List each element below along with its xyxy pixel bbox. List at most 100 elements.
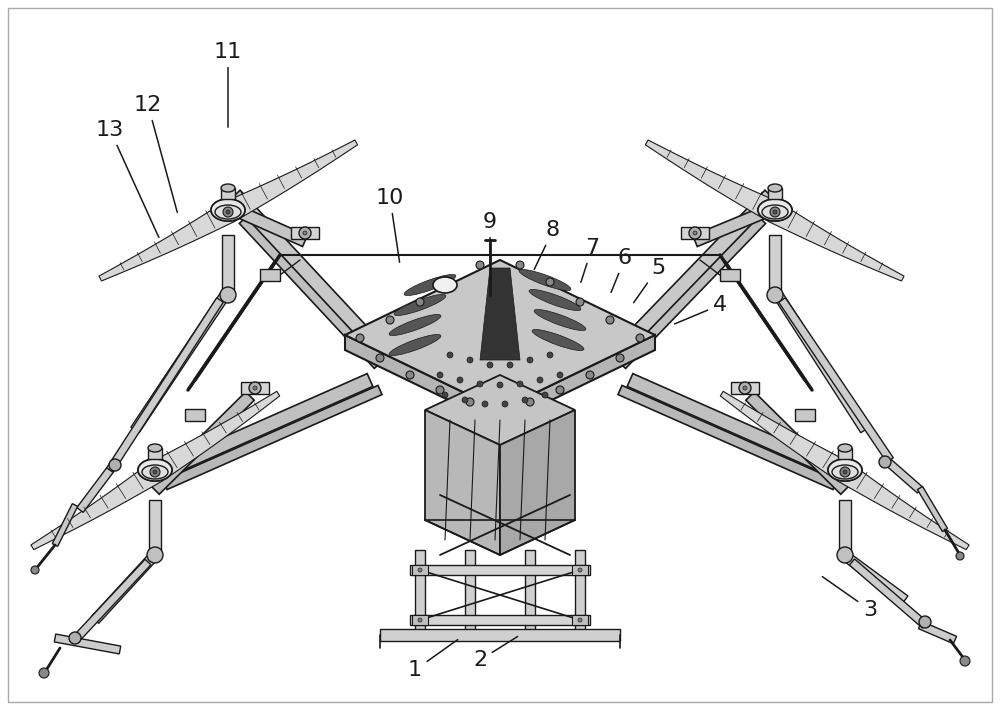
Circle shape (919, 616, 931, 628)
Text: 1: 1 (408, 640, 458, 680)
Circle shape (497, 382, 503, 388)
Circle shape (502, 401, 508, 407)
Ellipse shape (519, 270, 571, 290)
Circle shape (879, 456, 891, 468)
Circle shape (557, 372, 563, 378)
Circle shape (586, 371, 594, 379)
Circle shape (153, 470, 157, 474)
Circle shape (249, 382, 261, 394)
Ellipse shape (138, 459, 172, 481)
Polygon shape (260, 269, 280, 281)
Text: 13: 13 (96, 120, 159, 237)
Circle shape (507, 362, 513, 368)
Circle shape (447, 352, 453, 358)
Text: 11: 11 (214, 42, 242, 127)
Polygon shape (230, 190, 375, 345)
Circle shape (837, 547, 853, 563)
Circle shape (356, 334, 364, 342)
Circle shape (743, 386, 747, 390)
Text: 8: 8 (534, 220, 560, 270)
Polygon shape (720, 391, 850, 481)
Polygon shape (380, 629, 620, 641)
Polygon shape (31, 462, 162, 550)
Text: 3: 3 (822, 577, 877, 620)
Circle shape (418, 568, 422, 572)
Text: 10: 10 (376, 188, 404, 262)
Polygon shape (795, 409, 815, 421)
Polygon shape (221, 188, 235, 199)
Ellipse shape (215, 205, 241, 219)
Polygon shape (233, 204, 307, 246)
Polygon shape (627, 373, 848, 481)
Text: 6: 6 (611, 248, 632, 293)
Polygon shape (465, 550, 475, 630)
Polygon shape (918, 621, 957, 644)
Polygon shape (731, 382, 759, 394)
Circle shape (840, 467, 850, 477)
Ellipse shape (828, 459, 862, 481)
Polygon shape (917, 486, 948, 532)
Circle shape (386, 316, 394, 324)
Circle shape (406, 371, 414, 379)
Circle shape (576, 298, 584, 306)
Polygon shape (222, 235, 234, 295)
Circle shape (482, 401, 488, 407)
Polygon shape (779, 297, 893, 462)
Polygon shape (885, 459, 923, 493)
Polygon shape (150, 391, 280, 481)
Polygon shape (72, 559, 151, 643)
Text: 2: 2 (473, 636, 518, 670)
Circle shape (437, 372, 443, 378)
Ellipse shape (404, 275, 456, 295)
Circle shape (147, 547, 163, 563)
Ellipse shape (838, 444, 852, 452)
Polygon shape (410, 565, 590, 575)
Text: 4: 4 (675, 295, 727, 324)
Circle shape (689, 227, 701, 239)
Circle shape (436, 386, 444, 394)
Circle shape (547, 352, 553, 358)
Circle shape (956, 552, 964, 560)
Circle shape (578, 568, 582, 572)
Circle shape (522, 397, 528, 403)
Circle shape (616, 354, 624, 362)
Circle shape (303, 231, 307, 235)
Polygon shape (291, 227, 319, 239)
Circle shape (516, 261, 524, 269)
Circle shape (526, 398, 534, 406)
Polygon shape (77, 468, 113, 513)
Circle shape (446, 278, 454, 286)
Ellipse shape (211, 199, 245, 221)
Polygon shape (345, 335, 655, 425)
Ellipse shape (529, 290, 581, 310)
Circle shape (606, 316, 614, 324)
Ellipse shape (394, 295, 446, 315)
Polygon shape (746, 392, 849, 494)
Polygon shape (185, 409, 205, 421)
Polygon shape (849, 559, 928, 628)
Polygon shape (415, 550, 425, 630)
Circle shape (843, 470, 847, 474)
Circle shape (773, 210, 777, 214)
Polygon shape (99, 202, 234, 281)
Circle shape (39, 668, 49, 678)
Polygon shape (131, 293, 229, 433)
Polygon shape (572, 565, 588, 575)
Polygon shape (774, 293, 869, 432)
Circle shape (457, 377, 463, 383)
Ellipse shape (832, 465, 858, 479)
Polygon shape (412, 565, 428, 575)
Polygon shape (152, 373, 373, 481)
Circle shape (442, 392, 448, 398)
Ellipse shape (762, 205, 788, 219)
Circle shape (556, 386, 564, 394)
Text: 5: 5 (634, 258, 665, 302)
Circle shape (542, 392, 548, 398)
Polygon shape (107, 297, 223, 472)
Circle shape (537, 377, 543, 383)
Ellipse shape (211, 199, 245, 221)
Ellipse shape (142, 465, 168, 479)
Circle shape (150, 467, 160, 477)
Polygon shape (720, 269, 740, 281)
Polygon shape (839, 500, 851, 555)
